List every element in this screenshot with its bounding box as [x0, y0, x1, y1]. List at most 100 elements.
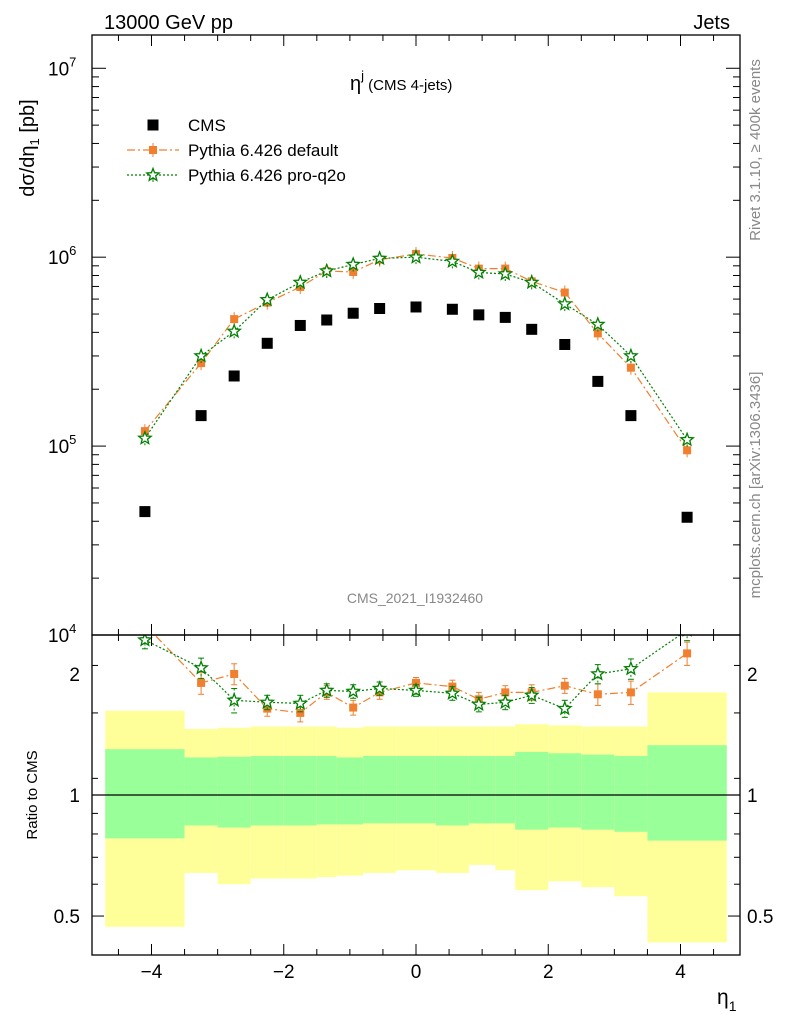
cms-data-point	[559, 338, 571, 350]
legend: CMS Pythia 6.426 default Pythia 6.426 pro-…	[127, 116, 346, 185]
default-data-point	[230, 315, 239, 324]
proq2o-data-point	[292, 274, 309, 290]
category-label: Jets	[693, 12, 730, 34]
axis-ticks	[92, 35, 740, 956]
ratio-y-tick-label: 1	[69, 786, 80, 807]
rivet-version-label: Rivet 3.1.10, ≥ 400k events	[747, 59, 764, 241]
ratio-band-inner	[217, 756, 251, 828]
mcplots-label: mcplots.cern.ch [arXiv:1306.3436]	[747, 372, 764, 599]
ratio-proq2o-point	[371, 680, 388, 696]
ratio-proq2o-point	[345, 683, 362, 699]
cms-data-point	[499, 311, 511, 323]
main-y-tick-label: 105	[48, 432, 76, 458]
cms-data-point	[261, 337, 273, 349]
ratio-band-inner	[435, 756, 469, 826]
x-axis-label: η1	[717, 986, 737, 1014]
ratio-band-inner	[581, 754, 615, 830]
analysis-id-label: CMS_2021_I1932460	[347, 590, 483, 606]
ratio-default-point	[626, 688, 635, 697]
ratio-band-inner	[184, 757, 218, 826]
legend-label-default: Pythia 6.426 default	[188, 141, 339, 160]
ratio-proq2o-point	[259, 693, 276, 710]
proq2o-data-point	[444, 253, 461, 269]
default-data-point	[560, 288, 569, 297]
ratio-y-tick-label-right: 1	[747, 786, 758, 807]
ratio-default-point	[593, 690, 602, 699]
ratio-proq2o-point	[682, 635, 692, 637]
main-y-tick-label: 104	[48, 621, 76, 647]
proq2o-data-point	[259, 291, 276, 307]
ratio-default-point	[375, 688, 384, 697]
legend-marker-proq2o	[145, 166, 161, 182]
cms-data-point	[347, 307, 359, 319]
main-y-tick-label: 107	[48, 54, 76, 80]
ratio-band-inner	[250, 756, 284, 826]
proq2o-data-point	[408, 248, 424, 264]
ratio-band-inner	[614, 756, 648, 832]
legend-marker-default	[149, 146, 157, 154]
ratio-y-axis-label: Ratio to CMS	[24, 750, 41, 839]
cms-data-point	[195, 410, 207, 422]
ratio-band-inner	[105, 749, 185, 839]
cms-data-point	[446, 303, 458, 315]
proq2o-data-point	[345, 256, 362, 272]
ratio-proq2o-point	[623, 660, 639, 676]
cms-data-point	[592, 375, 604, 387]
default-data-point	[296, 283, 305, 292]
cms-data-point	[321, 314, 333, 326]
ratio-default-point	[230, 669, 239, 678]
proq2o-data-point	[679, 431, 696, 447]
cms-data-point	[526, 323, 538, 335]
proq2o-data-point	[589, 316, 606, 332]
ratio-band-inner	[647, 745, 727, 841]
x-tick-label: −2	[273, 962, 295, 983]
tick-labels: 104 105 106 107 0.5 0.5 1 1 2 2 −4 −2 0 2 4	[48, 54, 773, 983]
ratio-band-inner	[468, 756, 496, 824]
ratio-band-inner	[316, 756, 337, 825]
default-data-point	[683, 446, 692, 455]
proq2o-data-point	[193, 347, 210, 363]
ratio-proq2o-point	[444, 684, 461, 701]
ratio-line-default	[153, 635, 688, 714]
cms-data-point	[625, 410, 637, 422]
cms-data-point	[294, 319, 306, 331]
ratio-band-inner	[363, 756, 397, 824]
ratio-y-tick-label: 2	[69, 665, 80, 686]
ratio-panel-series	[136, 621, 692, 723]
x-tick-label: 0	[411, 962, 422, 983]
legend-label-cms: CMS	[188, 116, 226, 135]
ratio-uncertainty-bands	[105, 692, 727, 943]
ratio-default-point	[683, 649, 692, 658]
cms-data-point	[228, 370, 240, 382]
plot-title: ηj (CMS 4-jets)	[350, 68, 452, 95]
ratio-band-inner	[515, 751, 549, 830]
cms-data-point	[681, 511, 693, 523]
ratio-line-proq2o	[144, 635, 682, 710]
ratio-proq2o-point	[136, 635, 153, 647]
cms-data-point	[374, 302, 386, 314]
ratio-y-tick-label-right: 2	[747, 665, 758, 686]
ratio-band-inner	[495, 756, 516, 824]
ratio-default-point	[296, 708, 305, 717]
series-line-default	[144, 253, 688, 451]
ratio-default-point	[349, 703, 358, 712]
x-tick-label: −4	[141, 962, 163, 983]
ratio-default-point	[141, 621, 149, 629]
cms-data-point	[473, 309, 485, 321]
ratio-proq2o-point	[226, 692, 242, 708]
proq2o-data-point	[371, 250, 388, 266]
default-data-point	[197, 359, 206, 368]
default-data-point	[349, 267, 358, 276]
main-y-tick-label: 106	[48, 243, 76, 269]
proq2o-data-point	[470, 264, 487, 280]
ratio-proq2o-point	[318, 682, 335, 698]
ratio-default-point	[197, 678, 206, 687]
ratio-default-point	[560, 681, 569, 690]
default-data-point	[593, 329, 602, 338]
x-tick-label: 2	[543, 962, 554, 983]
ratio-band-inner	[283, 756, 317, 826]
ratio-proq2o-point	[193, 659, 210, 675]
ratio-y-tick-label-right: 0.5	[747, 907, 773, 928]
ratio-proq2o-point	[589, 665, 606, 681]
main-panel-series	[136, 246, 696, 523]
